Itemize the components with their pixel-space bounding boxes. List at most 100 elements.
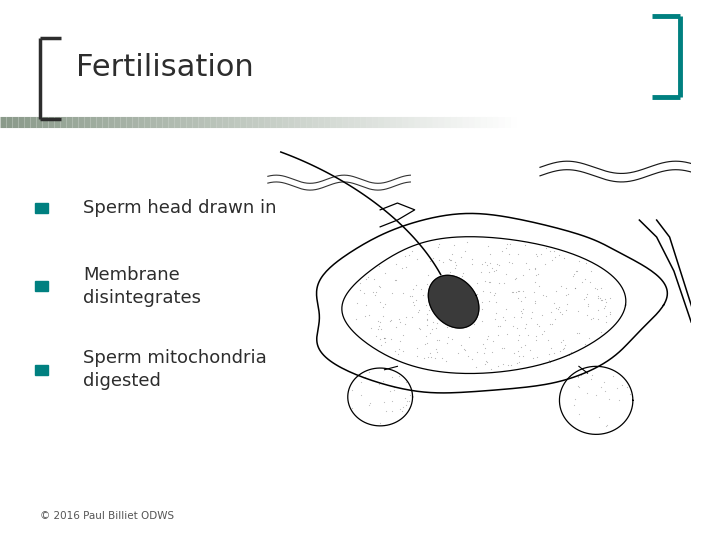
Point: [449, 258, 461, 266]
Point: [378, 334, 390, 342]
Point: [504, 258, 516, 267]
Point: [425, 353, 436, 362]
Point: [583, 334, 595, 342]
Point: [480, 357, 492, 366]
Point: [400, 262, 412, 271]
Point: [393, 372, 405, 380]
Point: [516, 313, 527, 322]
Point: [397, 288, 409, 297]
Point: [544, 357, 556, 366]
Point: [573, 382, 585, 391]
Point: [582, 388, 593, 397]
Point: [375, 325, 387, 334]
Point: [581, 290, 593, 299]
Point: [479, 276, 490, 285]
Point: [445, 256, 456, 265]
Point: [385, 315, 397, 324]
Point: [568, 400, 580, 409]
Point: [444, 300, 456, 309]
Point: [506, 258, 518, 267]
Point: [422, 280, 433, 289]
Point: [476, 298, 487, 306]
Point: [386, 396, 397, 405]
Point: [546, 320, 557, 328]
Point: [446, 280, 457, 289]
Point: [370, 287, 382, 296]
Point: [489, 314, 500, 323]
Point: [616, 381, 627, 389]
Point: [467, 354, 478, 363]
Point: [512, 347, 523, 355]
Point: [425, 329, 436, 338]
Point: [571, 329, 582, 338]
Point: [455, 341, 467, 349]
Text: Fertilisation: Fertilisation: [76, 53, 253, 82]
Point: [374, 261, 385, 270]
Point: [489, 288, 500, 297]
Point: [490, 309, 501, 318]
Point: [469, 320, 480, 328]
Point: [389, 275, 400, 284]
Point: [346, 404, 358, 413]
Point: [554, 281, 566, 290]
Point: [481, 260, 492, 269]
Point: [600, 301, 611, 310]
Point: [585, 375, 596, 384]
Point: [539, 327, 550, 335]
Point: [496, 344, 508, 353]
Point: [604, 308, 616, 317]
Point: [486, 264, 498, 273]
Point: [397, 347, 408, 356]
Point: [514, 352, 526, 360]
Point: [560, 291, 572, 300]
Point: [482, 242, 494, 251]
Point: [546, 344, 557, 353]
Point: [432, 308, 444, 316]
Point: [421, 315, 433, 323]
Point: [374, 318, 386, 327]
Point: [358, 289, 369, 298]
Point: [467, 260, 478, 269]
Point: [529, 298, 541, 307]
Point: [567, 272, 579, 280]
Point: [389, 386, 400, 394]
Point: [600, 312, 611, 321]
Point: [491, 260, 503, 268]
Point: [436, 353, 448, 362]
Point: [536, 329, 548, 338]
Point: [558, 344, 570, 353]
Point: [415, 285, 427, 293]
Point: [379, 334, 390, 342]
Point: [579, 295, 590, 304]
Point: [502, 240, 513, 248]
Point: [459, 247, 471, 255]
Point: [431, 288, 443, 297]
Point: [356, 390, 367, 399]
Point: [454, 288, 466, 297]
Point: [421, 309, 433, 318]
Point: [423, 271, 434, 280]
Point: [498, 278, 510, 287]
Point: [437, 258, 449, 266]
Point: [489, 291, 500, 299]
Point: [413, 307, 424, 316]
Point: [492, 330, 504, 339]
Point: [423, 353, 434, 361]
Point: [368, 288, 379, 296]
Point: [570, 267, 582, 275]
Point: [414, 325, 426, 334]
Point: [529, 265, 541, 274]
Point: [397, 402, 408, 411]
Point: [410, 296, 422, 305]
Point: [624, 390, 636, 399]
Point: [549, 349, 560, 357]
Point: [449, 241, 460, 249]
Point: [481, 358, 492, 367]
Point: [569, 284, 580, 292]
Point: [479, 348, 490, 357]
Text: Membrane
disintegrates: Membrane disintegrates: [83, 266, 201, 307]
Point: [515, 343, 526, 352]
Point: [483, 268, 495, 276]
Point: [418, 353, 430, 362]
Point: [599, 387, 611, 395]
